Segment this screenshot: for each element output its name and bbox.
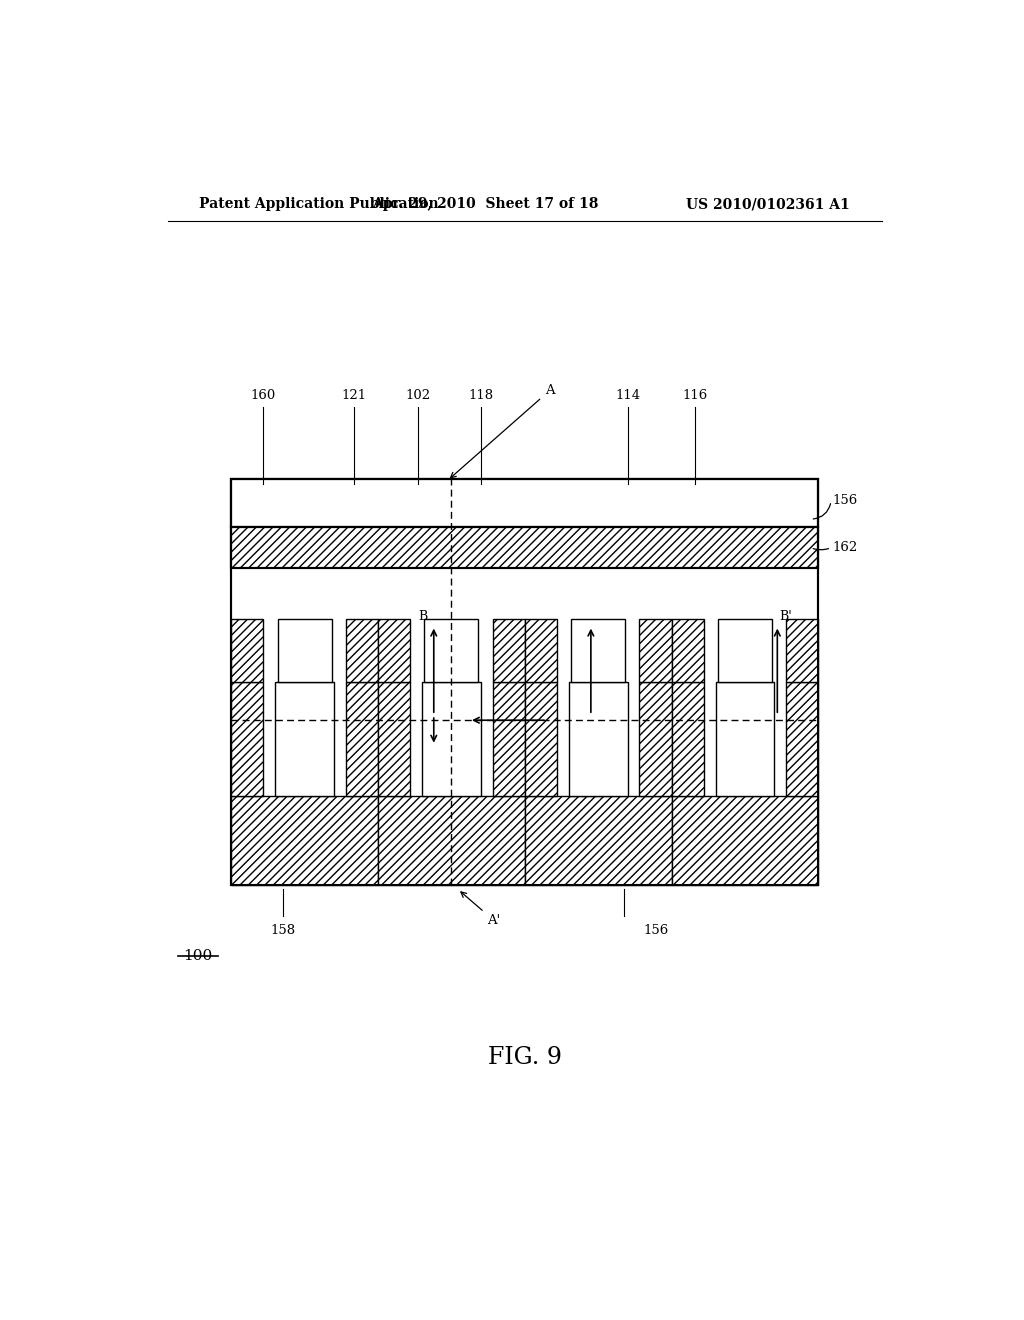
Bar: [231, 682, 263, 796]
Text: FIG. 9: FIG. 9: [487, 1047, 562, 1069]
Text: A': A': [461, 892, 501, 927]
Text: A: A: [451, 384, 554, 478]
Bar: [346, 619, 378, 682]
Text: US 2010/0102361 A1: US 2010/0102361 A1: [686, 197, 850, 211]
Bar: [786, 682, 818, 796]
Bar: [424, 619, 478, 682]
Bar: [378, 619, 411, 682]
Bar: [231, 479, 818, 886]
Bar: [278, 619, 332, 682]
Text: B': B': [779, 610, 793, 623]
Bar: [231, 796, 378, 886]
Bar: [672, 682, 703, 796]
Bar: [275, 682, 334, 796]
Bar: [639, 682, 672, 796]
Bar: [346, 682, 378, 796]
Text: 118: 118: [469, 389, 494, 403]
Bar: [378, 682, 411, 796]
Bar: [524, 682, 557, 796]
Text: Patent Application Publication: Patent Application Publication: [200, 197, 439, 211]
Bar: [231, 479, 818, 886]
Text: 156: 156: [833, 495, 858, 507]
Bar: [639, 619, 672, 682]
Bar: [493, 619, 524, 682]
Bar: [672, 619, 703, 682]
Bar: [524, 619, 557, 682]
Bar: [786, 619, 818, 682]
Bar: [231, 528, 818, 568]
Bar: [231, 479, 818, 528]
Text: B: B: [418, 610, 427, 623]
Bar: [718, 619, 772, 682]
Bar: [231, 479, 818, 528]
Bar: [569, 682, 628, 796]
Text: 162: 162: [833, 541, 858, 554]
Text: 158: 158: [270, 924, 295, 937]
Text: 121: 121: [342, 389, 367, 403]
Text: 114: 114: [615, 389, 641, 403]
Bar: [716, 682, 774, 796]
Bar: [231, 619, 263, 682]
Bar: [422, 682, 480, 796]
Text: 100: 100: [183, 949, 212, 964]
Bar: [231, 528, 818, 568]
Text: 102: 102: [406, 389, 430, 403]
Bar: [672, 796, 818, 886]
Bar: [378, 796, 525, 886]
Bar: [493, 682, 524, 796]
Text: Apr. 29, 2010  Sheet 17 of 18: Apr. 29, 2010 Sheet 17 of 18: [372, 197, 598, 211]
Text: 116: 116: [683, 389, 708, 403]
Bar: [524, 796, 672, 886]
Text: 156: 156: [643, 924, 669, 937]
Bar: [571, 619, 626, 682]
Text: 160: 160: [250, 389, 275, 403]
